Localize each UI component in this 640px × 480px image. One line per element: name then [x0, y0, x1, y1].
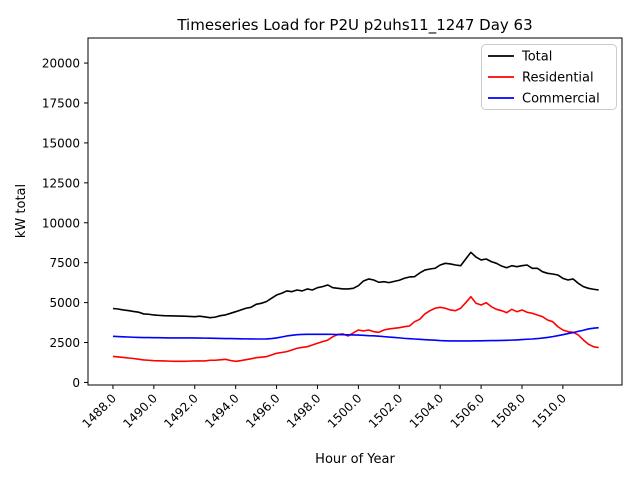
- axes-spines: [87, 37, 623, 386]
- series-line-total: [112, 251, 599, 319]
- x-tick-label-1504.0: 1504.0: [407, 391, 447, 431]
- legend-label-commercial: Commercial: [522, 92, 600, 107]
- legend-item-total: Total: [488, 50, 552, 65]
- x-tick-label-1488.0: 1488.0: [79, 391, 119, 431]
- legend-item-residential: Residential: [488, 71, 594, 86]
- x-tick-label-1506.0: 1506.0: [448, 391, 488, 431]
- legend-label-total: Total: [521, 50, 552, 65]
- series-line-residential: [112, 295, 599, 363]
- x-tick-label-1500.0: 1500.0: [325, 391, 365, 431]
- y-tick-label-5000: 5000: [49, 296, 80, 310]
- chart-title: Timeseries Load for P2U p2uhs11_1247 Day…: [176, 16, 532, 35]
- y-tick-label-12500: 12500: [42, 176, 80, 190]
- x-tick-label-1490.0: 1490.0: [120, 391, 160, 431]
- legend-box: [481, 44, 617, 110]
- x-tick-label-1492.0: 1492.0: [161, 391, 201, 431]
- legend-label-residential: Residential: [522, 71, 594, 86]
- legend: Total Residential Commercial: [481, 44, 617, 110]
- y-tick-label-20000: 20000: [42, 57, 80, 71]
- y-tick-label-0: 0: [72, 376, 80, 390]
- y-tick-label-17500: 17500: [42, 96, 80, 110]
- x-tick-label-1502.0: 1502.0: [366, 391, 406, 431]
- y-axis-label: kW total: [14, 184, 29, 238]
- legend-item-commercial: Commercial: [488, 92, 600, 107]
- x-tick-label-1510.0: 1510.0: [529, 391, 569, 431]
- y-tick-label-2500: 2500: [49, 336, 80, 350]
- x-tick-label-1508.0: 1508.0: [489, 391, 529, 431]
- y-tick-label-10000: 10000: [42, 216, 80, 230]
- x-tick-label-1494.0: 1494.0: [202, 391, 242, 431]
- x-tick-label-1496.0: 1496.0: [243, 391, 283, 431]
- x-tick-label-1498.0: 1498.0: [284, 391, 324, 431]
- series-line-commercial: [112, 326, 599, 342]
- x-axis-label: Hour of Year: [315, 452, 395, 467]
- y-tick-label-15000: 15000: [42, 136, 80, 150]
- y-tick-label-7500: 7500: [49, 256, 80, 270]
